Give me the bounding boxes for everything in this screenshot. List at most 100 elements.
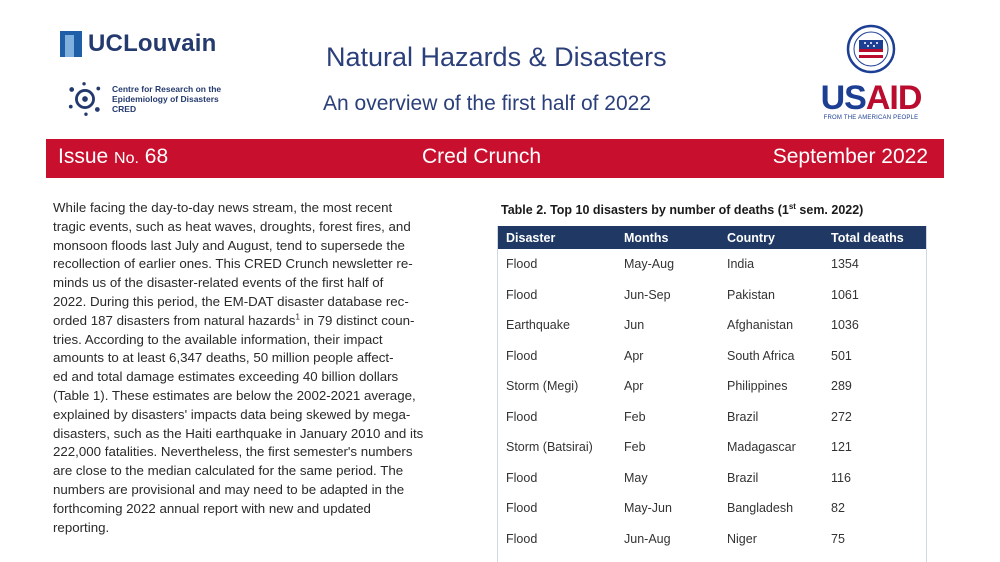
paragraph-line: amounts to at least 6,347 deaths, 50 mil… [53,349,486,368]
cell-months: May-Jun [616,493,719,524]
cell-country: Pakistan [719,279,823,310]
paragraph-line-text: amounts to at least 6,347 deaths, 50 mil… [53,350,394,366]
cell-country: Afghanistan [719,310,823,341]
cred-logo: Centre for Research on the Epidemiology … [66,80,221,118]
table-row: Flood Jun-Sep Pakistan 1061 [498,279,926,310]
paragraph-line-text: 222,000 fatalities. Nevertheless, the fi… [53,444,413,460]
cell-disaster: Flood [498,523,616,554]
cell-total-deaths: 121 [823,432,926,463]
cell-disaster: Flood [498,493,616,524]
usaid-seal-icon [846,24,896,74]
table-header-row: Disaster Months Country Total deaths [498,226,926,249]
cell-disaster: Storm (Megi) [498,371,616,402]
cell-total-deaths: 1061 [823,279,926,310]
cred-logo-line: CRED [112,104,137,114]
cell-months: Apr [616,371,719,402]
column-header-disaster: Disaster [498,226,616,249]
issue-date: September 2022 [772,145,928,168]
cell-country: Bangladesh [719,493,823,524]
usaid-tagline: FROM THE AMERICAN PEOPLE [823,115,919,121]
paragraph-line-text: ed and total damage estimates exceeding … [53,369,399,385]
cred-logo-icon [68,82,101,116]
paragraph-line-text: minds us of the disaster-related events … [53,275,384,291]
table-row: Flood Apr South Africa 501 [498,340,926,371]
paragraph-line: recollection of earlier ones. This CRED … [53,255,486,274]
paragraph-line: While facing the day-to-day news stream,… [53,199,486,218]
cell-months: Apr [616,340,719,371]
paragraph-line-text: numbers are provisional and may need to … [53,481,405,497]
cell-months: Jun-Aug [616,523,719,554]
paragraph-line: (Table 1). These estimates are below the… [53,387,486,406]
intro-paragraph: While facing the day-to-day news stream,… [53,199,486,537]
column-header-months: Months [616,226,719,249]
table-row: Flood Jun-Aug Niger 75 [498,523,926,554]
table-caption: Table 2. Top 10 disasters by number of d… [501,202,864,217]
paragraph-line-text: reporting. [53,519,110,535]
column-header-total-deaths: Total deaths [823,226,926,249]
cell-country: Brazil [719,462,823,493]
paragraph-line: ed and total damage estimates exceeding … [53,368,486,387]
paragraph-line-text: disasters, such as the Haiti earthquake … [53,425,424,441]
cell-months: May-Aug [616,249,719,280]
cell-total-deaths: 116 [823,462,926,493]
usaid-logo: USAID FROM THE AMERICAN PEOPLE [808,24,934,121]
table-row: Earthquake Jun Afghanistan 1036 [498,310,926,341]
cell-total-deaths: 272 [823,401,926,432]
cell-months: Jun-Sep [616,279,719,310]
newsletter-name: Cred Crunch [422,145,542,168]
paragraph-line: reporting. [53,519,486,538]
usaid-logo-aid: AID [865,79,923,117]
paragraph-line-text: tries. According to the available inform… [53,331,383,347]
table-row: Storm (Batsirai) Feb Madagascar 121 [498,432,926,463]
paragraph-line: monsoon floods last July and August, ten… [53,237,486,256]
table-body: Flood May-Aug India 1354 Flood Jun-Sep Pakista… [498,249,926,554]
paragraph-line: numbers are provisional and may need to … [53,481,486,500]
cell-months: May [616,462,719,493]
cell-months: Feb [616,432,719,463]
cell-total-deaths: 82 [823,493,926,524]
cred-logo-text: Centre for Research on the Epidemiology … [112,84,221,114]
paragraph-line-text: monsoon floods last July and August, ten… [53,237,405,253]
page-subtitle: An overview of the first half of 2022 [323,92,652,115]
cell-disaster: Flood [498,462,616,493]
cell-country: India [719,249,823,280]
paragraph-line-text: are close to the median calculated for t… [53,463,404,479]
cell-months: Feb [616,401,719,432]
cell-total-deaths: 501 [823,340,926,371]
paragraph-line: 2022. During this period, the EM-DAT dis… [53,293,486,312]
page-title: Natural Hazards & Disasters [326,42,667,72]
issue-number: Issue No. 68 [58,145,168,169]
paragraph-line: disasters, such as the Haiti earthquake … [53,425,486,444]
paragraph-line-text: forthcoming 2022 annual report with new … [53,500,371,516]
cred-logo-line: Epidemiology of Disasters [112,94,219,104]
table-row: Flood May-Aug India 1354 [498,249,926,280]
paragraph-line: orded 187 disasters from natural hazards… [53,312,486,331]
paragraph-line-text: (Table 1). These estimates are below the… [53,387,416,403]
usaid-logo-text: USAID [808,81,934,115]
paragraph-line: explained by disasters' impacts data bei… [53,406,486,425]
cell-country: Madagascar [719,432,823,463]
issue-banner: Issue No. 68 Cred Crunch September 2022 [46,139,944,178]
column-header-country: Country [719,226,823,249]
issue-no-label: No. [114,150,139,167]
issue-number-value: 68 [144,145,169,168]
cell-country: Niger [719,523,823,554]
issue-label: Issue [58,145,109,168]
cell-country: Brazil [719,401,823,432]
paragraph-line: forthcoming 2022 annual report with new … [53,500,486,519]
table-row: Flood Feb Brazil 272 [498,401,926,432]
table-row: Flood May Brazil 116 [498,462,926,493]
usaid-logo-us: US [820,79,867,117]
table-border-right [926,226,927,562]
cell-total-deaths: 1036 [823,310,926,341]
cell-total-deaths: 289 [823,371,926,402]
cell-total-deaths: 75 [823,523,926,554]
cell-country: South Africa [719,340,823,371]
paragraph-line-text: explained by disasters' impacts data bei… [53,406,411,422]
table-caption-prefix: Table 2. Top 10 disasters by number of d… [501,203,789,217]
paragraph-line: minds us of the disaster-related events … [53,274,486,293]
cell-disaster: Flood [498,340,616,371]
uclouvain-logo-mark-icon [60,31,82,57]
uclouvain-logo-text: UCLouvain [88,30,217,57]
table-caption-suffix: sem. 2022) [795,203,864,217]
